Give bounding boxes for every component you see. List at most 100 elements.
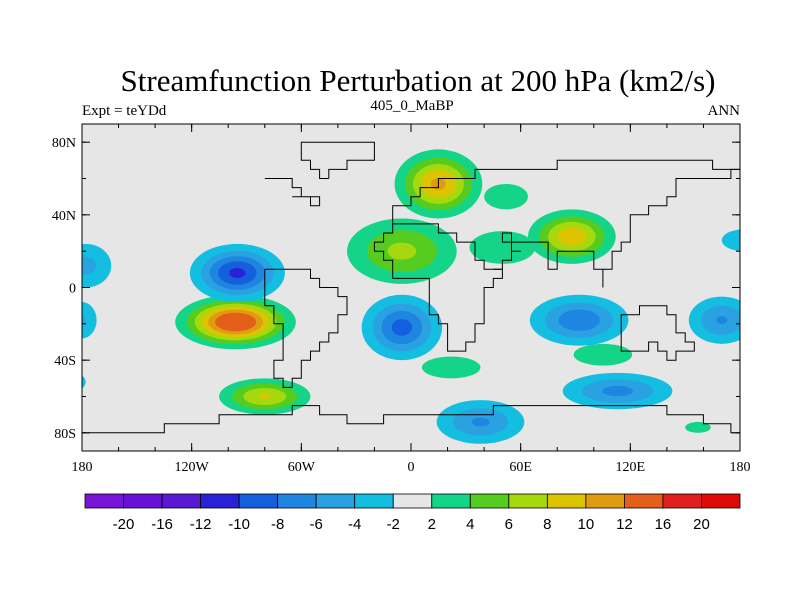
colorbar-bin [431, 493, 471, 509]
x-tick-label: 180 [72, 460, 93, 475]
contour-band [214, 312, 257, 332]
contour-band [721, 229, 740, 252]
colorbar-bin [701, 493, 741, 509]
coastline-1 [392, 159, 740, 224]
colorbar-label: -12 [190, 516, 212, 533]
x-tick-label: 120W [175, 460, 210, 475]
colorbar-bin [161, 493, 201, 509]
anomaly-negative-11 [82, 243, 112, 288]
x-tick-label: 60W [288, 460, 316, 475]
coastline-0 [264, 268, 348, 388]
contour-band [469, 231, 536, 264]
season-label: ANN [708, 103, 741, 119]
x-axis: 180 120W 60W 0 60E 120E 180 [72, 124, 751, 475]
colorbar-label: 2 [428, 516, 436, 533]
y-tick-label: 40S [54, 354, 76, 369]
colorbar-bin [585, 493, 625, 509]
streamfunction-field [82, 149, 740, 444]
colorbar-bin [354, 493, 394, 509]
colorbar-bin [508, 493, 548, 509]
anomaly-negative-14 [688, 296, 740, 344]
contour-band [82, 302, 97, 339]
contour-band [573, 343, 633, 366]
y-axis: 80N 40N 0 40S 80S [52, 136, 740, 442]
colorbar-bin [624, 493, 664, 509]
colorbar-label: 16 [655, 516, 672, 533]
contour-band [82, 375, 86, 389]
y-tick-label: 0 [69, 282, 76, 297]
contour-band [387, 242, 417, 260]
experiment-label: Expt = teYDd [82, 103, 167, 119]
anomaly-negative-13 [529, 294, 629, 346]
colorbar-label: -20 [113, 516, 135, 533]
contour-band [82, 315, 86, 325]
x-tick-label: 0 [408, 460, 415, 475]
colorbar-label: -10 [228, 516, 250, 533]
anomaly-negative-15 [82, 302, 97, 339]
colorbar-bin [84, 493, 124, 509]
anomaly-positive-4 [484, 183, 528, 210]
contour-band [602, 385, 634, 397]
colorbar-label: -4 [348, 516, 361, 533]
anomaly-positive-3 [469, 231, 536, 264]
colorbar-label: -6 [310, 516, 323, 533]
contour-band [391, 319, 413, 336]
x-tick-label: 60E [509, 460, 532, 475]
colorbar-bin [662, 493, 702, 509]
coastline-7 [300, 141, 375, 179]
coastline-4 [620, 305, 695, 361]
contour-band [258, 394, 271, 399]
run-label: 405_0_MaBP [370, 98, 453, 114]
colorbar-label: -2 [387, 516, 400, 533]
colorbar-bin [392, 493, 433, 509]
colorbar-bin [315, 493, 356, 509]
colorbar-bin [277, 493, 317, 509]
anomaly-positive-8 [573, 343, 633, 366]
anomaly-negative-12 [361, 294, 443, 361]
chart-title: Streamfunction Perturbation at 200 hPa (… [121, 63, 716, 98]
coastline-2 [373, 223, 503, 352]
contour-band [716, 316, 728, 325]
coastlines [82, 141, 740, 434]
x-tick-label: 120E [616, 460, 646, 475]
anomaly-negative-16 [562, 372, 673, 410]
colorbar-label: 4 [466, 516, 474, 533]
anomaly-positive-6 [219, 378, 311, 415]
colorbar-bin [238, 493, 279, 509]
colorbar-bin [469, 493, 510, 509]
y-tick-label: 40N [52, 209, 76, 224]
anomaly-positive-9 [685, 421, 711, 433]
colorbar-label: -16 [151, 516, 173, 533]
colorbar-bin [123, 493, 163, 509]
anomaly-positive-1 [527, 209, 616, 264]
contour-band [229, 267, 246, 278]
contour-band [557, 227, 587, 246]
coastline-6 [264, 178, 321, 207]
colorbar-label: -8 [271, 516, 284, 533]
anomaly-negative-19 [721, 229, 740, 252]
contour-band [82, 243, 112, 288]
anomaly-negative-10 [189, 243, 285, 303]
contour-band [558, 309, 600, 331]
colorbar-bin [546, 493, 587, 509]
anomaly-negative-17 [436, 400, 525, 444]
anomaly-negative-18 [82, 375, 86, 389]
contour-band [484, 183, 528, 210]
y-tick-label: 80N [52, 136, 76, 151]
colorbar: -20 -16 -12 -10 -8 -6 -4 -2 2 4 6 8 10 12 16 20 [84, 493, 741, 533]
colorbar-label: 10 [578, 516, 595, 533]
contour-band [82, 256, 97, 275]
anomaly-positive-2 [347, 218, 457, 284]
colorbar-label: 20 [693, 516, 710, 533]
contour-band [421, 356, 481, 379]
colorbar-label: 8 [543, 516, 551, 533]
anomaly-positive-5 [175, 294, 296, 350]
colorbar-label: 12 [616, 516, 633, 533]
colorbar-bin [200, 493, 240, 509]
y-tick-label: 80S [54, 427, 76, 442]
anomaly-positive-7 [421, 356, 481, 379]
coastline-5 [82, 405, 740, 434]
contour-band [685, 421, 711, 433]
colorbar-label: 6 [505, 516, 513, 533]
